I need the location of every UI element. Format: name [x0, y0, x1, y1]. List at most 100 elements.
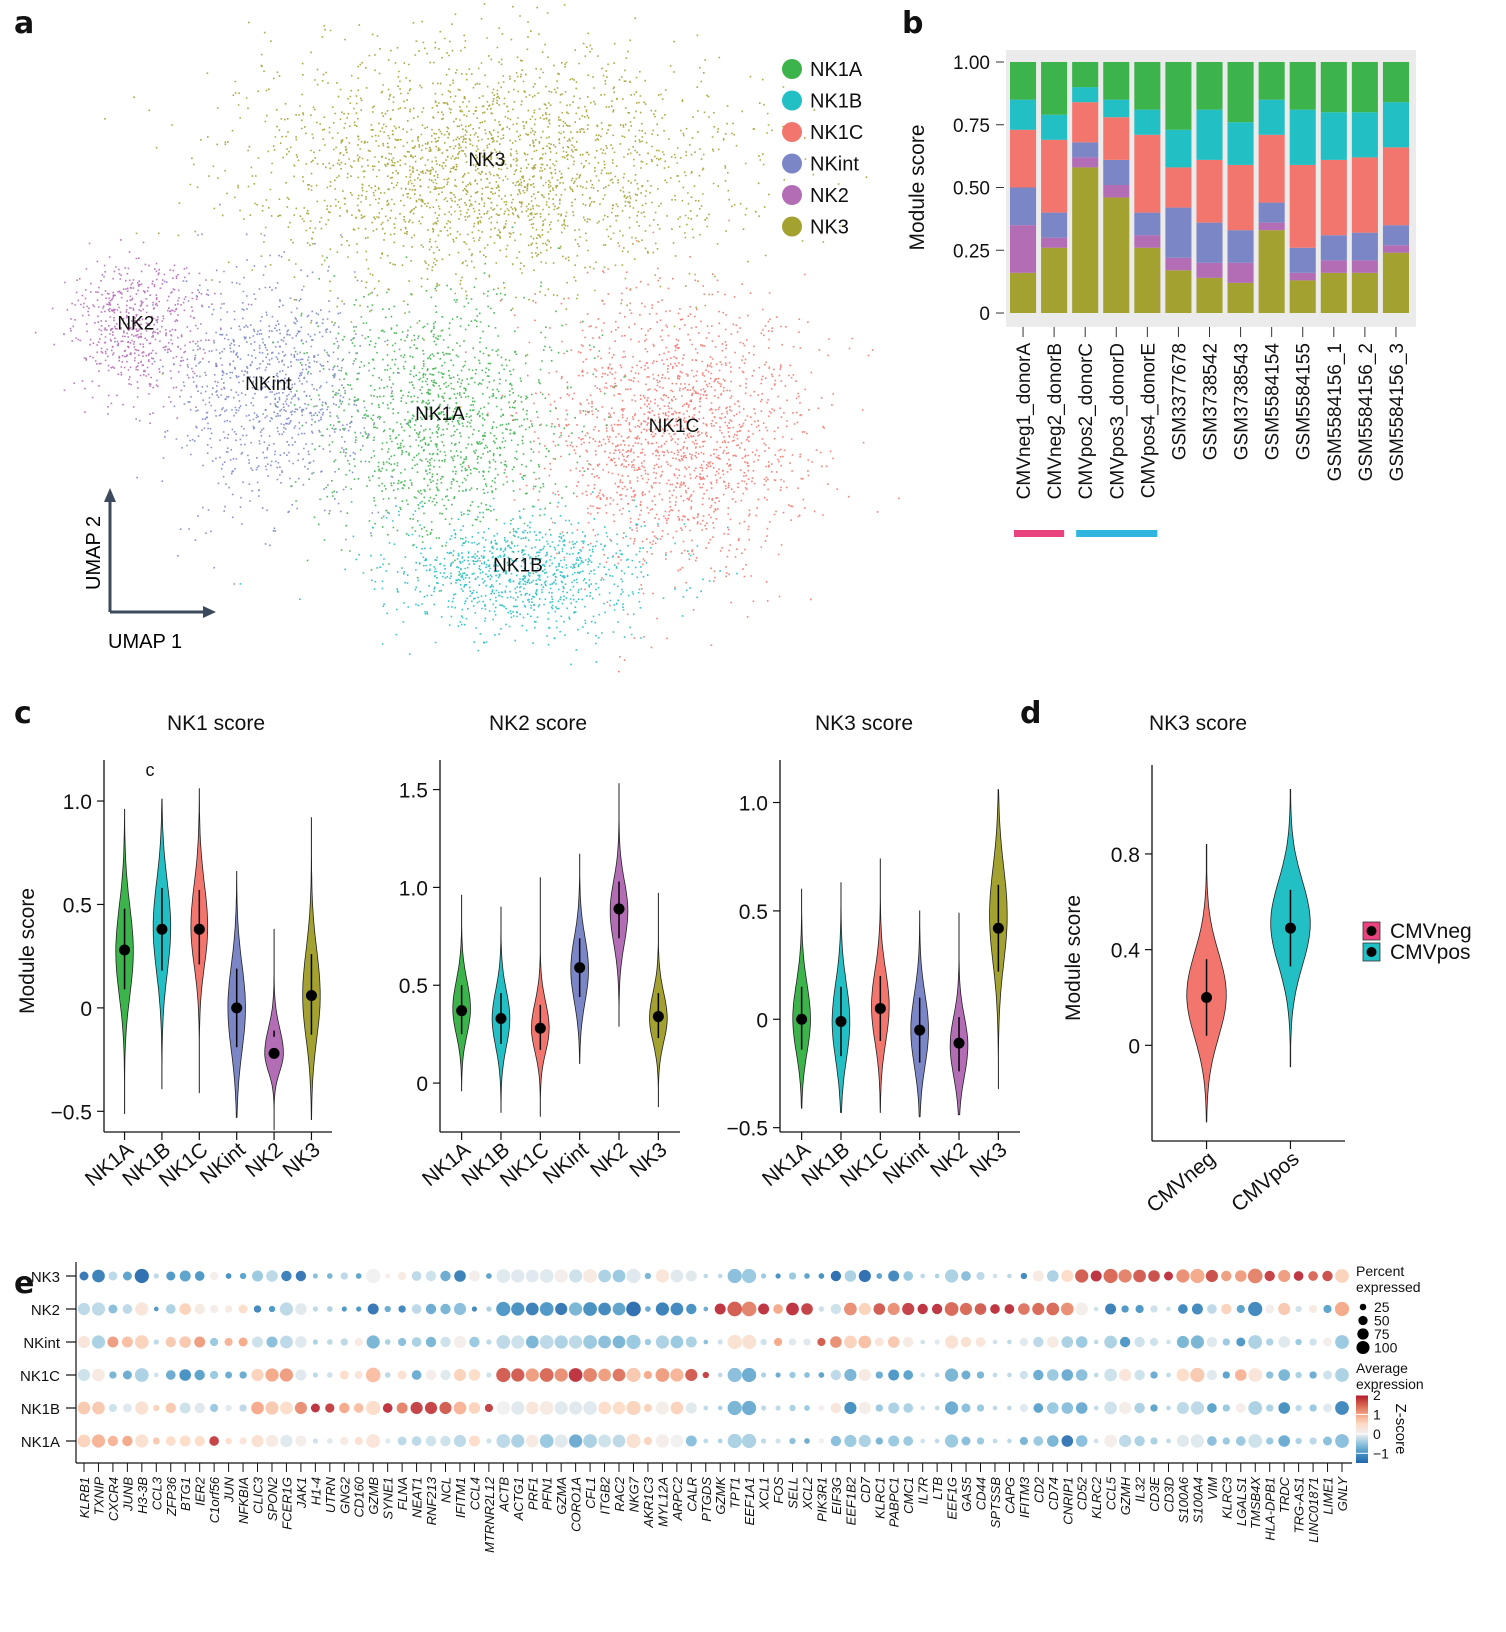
dot-calr-nk1c: [685, 1368, 698, 1382]
gene-label: SYNE1: [381, 1477, 396, 1520]
gene-label: GZMB: [366, 1477, 381, 1515]
dot-h1-4-nk1a: [312, 1438, 318, 1444]
dot-cnrip1-nkint: [1061, 1336, 1074, 1348]
dot-jun-nk2: [224, 1305, 233, 1313]
dot-sptssb-nkint: [992, 1339, 998, 1345]
dot-klrb1-nk1a: [77, 1434, 91, 1448]
dot-junb-nk3: [122, 1271, 132, 1281]
umap-xlabel: UMAP 1: [108, 631, 182, 653]
dot-flna-nk1c: [397, 1370, 407, 1380]
bar-segment-nk2: [1258, 222, 1285, 231]
dot-xcl1-nk1c: [761, 1372, 767, 1378]
dot-ptgds-nk1a: [703, 1438, 709, 1444]
dot-rac2-nk1c: [612, 1368, 626, 1382]
dot-junb-nk2: [122, 1304, 133, 1314]
dot-eef1a1-nk2: [741, 1301, 757, 1317]
x-tick-label: NK2: [241, 1138, 287, 1182]
bar-segment-nk1a: [1289, 62, 1316, 110]
dot-h1-4-nkint: [312, 1339, 318, 1345]
dot-ccl3-nk3: [153, 1273, 159, 1279]
dot-txnip-nk1c: [92, 1368, 105, 1382]
bar-segment-nk3: [1289, 280, 1316, 313]
median-point-nk3: [992, 922, 1004, 934]
dot-itgb2-nk3: [598, 1269, 611, 1283]
dot-txnip-nk1b: [92, 1401, 105, 1415]
bar-segment-nk1a: [1134, 62, 1161, 110]
dot-coro1a-nk2: [568, 1302, 583, 1316]
dot-cfl1-nk2: [583, 1302, 597, 1316]
dot-klrc3-nk2: [1221, 1303, 1232, 1315]
dot-sptssb-nk3: [992, 1273, 998, 1279]
dot-rnf213-nk3: [425, 1270, 437, 1282]
gene-label: CD74: [1046, 1477, 1061, 1510]
dot-cd2-nkint: [1033, 1336, 1044, 1348]
dot-h3-3b-nk1a: [135, 1434, 149, 1448]
dot-gzmb-nk2: [367, 1303, 379, 1315]
dot-cnrip1-nk2: [1060, 1302, 1074, 1316]
dot-linc01871-nk1c: [1309, 1371, 1317, 1379]
dot-trg-as1-nkint: [1295, 1338, 1302, 1346]
bar-segment-nkint: [1258, 202, 1285, 223]
median-point-nk1b: [495, 1013, 507, 1025]
bar-segment-nk3: [1165, 270, 1192, 313]
dot-ltb-nk2: [931, 1303, 943, 1315]
median-point-nkint: [574, 962, 586, 974]
dot-tmsb4x-nk1c: [1248, 1368, 1263, 1382]
x-tick-label: GSM3377678: [1169, 343, 1190, 460]
dot-sptssb-nk1b: [992, 1405, 998, 1411]
dot-gas5-nk1a: [961, 1436, 971, 1446]
dot-il32-nkint: [1134, 1336, 1145, 1348]
dot-actb-nk2: [496, 1301, 511, 1317]
y-tick-label: 0.25: [953, 241, 990, 262]
dot-xcl1-nk1b: [761, 1405, 767, 1411]
bar-segment-nk1a: [1320, 62, 1347, 113]
dot-xcl2-nk2: [801, 1303, 813, 1315]
dot-trdc-nk1a: [1278, 1435, 1290, 1447]
dot-calr-nk2: [686, 1303, 697, 1315]
gene-label: IFITM1: [453, 1477, 468, 1518]
y-axis-label: Module score: [906, 124, 929, 250]
dot-myl12a-nk3: [655, 1269, 670, 1283]
gene-label: CD7: [858, 1476, 873, 1503]
gene-label: ITGB2: [598, 1476, 613, 1514]
dot-cd2-nk1b: [1033, 1403, 1044, 1413]
dot-flna-nkint: [398, 1337, 407, 1347]
bar-segment-nk1a: [1072, 62, 1099, 88]
dot-gng2-nk3: [340, 1272, 348, 1280]
bar-segment-nk3: [1227, 282, 1254, 313]
dot-tpt1-nkint: [727, 1334, 742, 1350]
legend-label-nk2: NK2: [810, 185, 849, 207]
dot-gnly-nk1c: [1335, 1368, 1349, 1382]
violin-nk3-score: NK3 score−0.500.51.0NK1ANK1BNK1CNKintNK2…: [727, 712, 1020, 1192]
dot-ifitm3-nkint: [1019, 1337, 1028, 1347]
size-legend-dot: [1358, 1315, 1368, 1326]
dot-pabpc1-nk2: [887, 1302, 900, 1316]
x-tick-label: NK3: [965, 1138, 1011, 1182]
dot-cd2-nk1c: [1033, 1369, 1044, 1381]
gene-label: ACTB: [496, 1477, 511, 1513]
dot-trg-as1-nk3: [1293, 1271, 1304, 1281]
dot-gas5-nk1c: [961, 1370, 971, 1380]
dot-cxcr4-nk3: [108, 1271, 118, 1281]
bar-segment-nk1c: [1289, 164, 1316, 248]
dot-gzma-nk1b: [554, 1401, 568, 1415]
median-point-nk2: [613, 903, 625, 915]
dot-actg1-nk1c: [511, 1368, 525, 1382]
dot-cd7-nk2: [858, 1302, 871, 1316]
dot-rnf213-nk1c: [425, 1369, 437, 1381]
gene-label: C1orf56: [207, 1476, 222, 1523]
dot-gzmh-nk1c: [1119, 1368, 1132, 1382]
dot-ltb-nk3: [934, 1273, 940, 1279]
gene-label: CXCR4: [106, 1477, 121, 1521]
bar-segment-nk2: [1382, 245, 1409, 253]
dot-s100a4-nk1c: [1190, 1367, 1205, 1383]
dot-ifitm3-nk1c: [1019, 1370, 1028, 1380]
dot-xcl2-nkint: [803, 1338, 811, 1346]
dot-ncl-nk2: [440, 1303, 451, 1315]
group-bar-cmvpos: [1076, 530, 1158, 537]
dot-sell-nk1b: [789, 1404, 796, 1412]
dot-nfkbia-nkint: [238, 1337, 248, 1347]
dot-cd7-nk1b: [858, 1401, 871, 1415]
dot-cd3e-nkint: [1149, 1337, 1159, 1347]
dot-klrb1-nk1c: [77, 1368, 91, 1382]
